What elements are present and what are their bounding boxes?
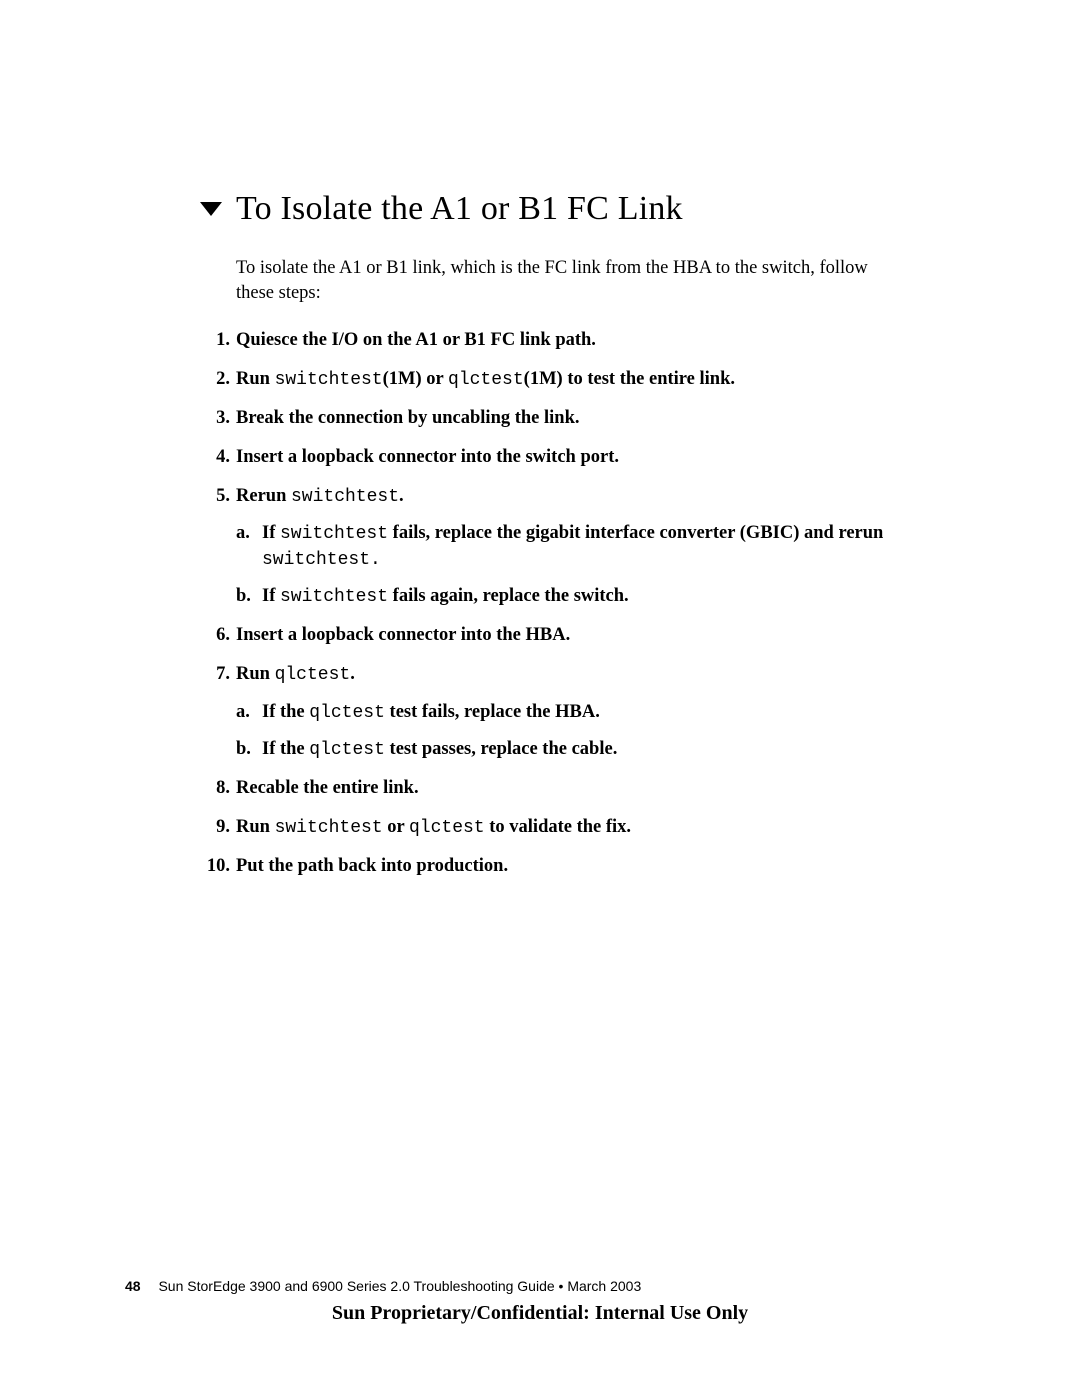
text-bold: Run — [236, 817, 275, 837]
text-bold: test passes, replace the cable. — [385, 739, 617, 759]
text-bold: (1M) or — [383, 369, 448, 389]
step-item: Insert a loopback connector into the swi… — [200, 445, 920, 470]
text-bold: . — [399, 486, 404, 506]
text-bold: Quiesce the I/O on the A1 or B1 FC link … — [236, 330, 596, 350]
substep-list: a. If switchtest fails, replace the gigab… — [236, 521, 920, 609]
text-mono: qlctest — [448, 370, 524, 390]
text-bold: test fails, replace the HBA. — [385, 702, 600, 722]
substep-letter: b. — [236, 584, 251, 609]
text-mono: switchtest — [291, 487, 399, 507]
text-bold: If the — [262, 739, 309, 759]
confidential-notice: Sun Proprietary/Confidential: Internal U… — [125, 1302, 955, 1325]
text-mono: qlctest — [309, 740, 385, 760]
substep-item: a. If the qlctest test fails, replace the… — [236, 700, 920, 725]
page-number: 48 — [125, 1278, 141, 1294]
page-footer: 48 Sun StorEdge 3900 and 6900 Series 2.0… — [125, 1278, 955, 1325]
text-mono: qlctest — [409, 818, 485, 838]
text-bold: If — [262, 586, 280, 606]
text-bold: or — [383, 817, 409, 837]
substep-item: b. If the qlctest test passes, replace th… — [236, 737, 920, 762]
page: To Isolate the A1 or B1 FC Link To isola… — [0, 0, 1080, 1397]
step-item: Insert a loopback connector into the HBA… — [200, 623, 920, 648]
text-mono: switchtest — [275, 370, 383, 390]
doc-title: Sun StorEdge 3900 and 6900 Series 2.0 Tr… — [158, 1278, 641, 1294]
step-item: Break the connection by uncabling the li… — [200, 406, 920, 431]
content-area: To Isolate the A1 or B1 FC Link To isola… — [200, 190, 920, 893]
text-bold: Put the path back into production. — [236, 856, 508, 876]
text-bold: Break the connection by uncabling the li… — [236, 408, 580, 428]
text-bold: fails, replace the gigabit interface con… — [388, 523, 883, 543]
substep-item: a. If switchtest fails, replace the gigab… — [236, 521, 920, 572]
step-item: Rerun switchtest. a. If switchtest fails, … — [200, 484, 920, 609]
text-bold: If — [262, 523, 280, 543]
step-item: Put the path back into production. — [200, 854, 920, 879]
text-bold: to validate the fix. — [485, 817, 631, 837]
text-mono: switchtest — [275, 818, 383, 838]
text-bold: Run — [236, 664, 275, 684]
heading-text: To Isolate the A1 or B1 FC Link — [236, 190, 683, 228]
step-item: Quiesce the I/O on the A1 or B1 FC link … — [200, 328, 920, 353]
substep-list: a. If the qlctest test fails, replace the… — [236, 700, 920, 763]
down-triangle-icon — [200, 202, 222, 216]
text-bold: Recable the entire link. — [236, 778, 419, 798]
step-item: Run qlctest. a. If the qlctest test fails,… — [200, 662, 920, 762]
text-bold: Insert a loopback connector into the HBA… — [236, 625, 570, 645]
substep-letter: b. — [236, 737, 251, 762]
footer-docinfo: 48 Sun StorEdge 3900 and 6900 Series 2.0… — [125, 1278, 955, 1294]
text-mono: qlctest — [309, 703, 385, 723]
substep-item: b. If switchtest fails again, replace the… — [236, 584, 920, 609]
section-heading: To Isolate the A1 or B1 FC Link — [200, 190, 920, 228]
text-bold: Insert a loopback connector into the swi… — [236, 447, 619, 467]
substep-letter: a. — [236, 521, 250, 546]
text-bold: (1M) to test the entire link. — [524, 369, 735, 389]
intro-paragraph: To isolate the A1 or B1 link, which is t… — [236, 256, 896, 306]
text-bold: . — [350, 664, 355, 684]
text-bold: fails again, replace the switch. — [388, 586, 629, 606]
text-bold: Rerun — [236, 486, 291, 506]
text-mono: switchtest — [280, 587, 388, 607]
text-bold: Run — [236, 369, 275, 389]
step-item: Run switchtest or qlctest to validate th… — [200, 815, 920, 840]
text-mono: qlctest — [275, 665, 351, 685]
text-mono: switchtest. — [262, 550, 381, 570]
text-mono: switchtest — [280, 524, 388, 544]
step-item: Recable the entire link. — [200, 776, 920, 801]
substep-letter: a. — [236, 700, 250, 725]
text-bold: If the — [262, 702, 309, 722]
steps-list: Quiesce the I/O on the A1 or B1 FC link … — [200, 328, 920, 879]
step-item: Run switchtest(1M) or qlctest(1M) to tes… — [200, 367, 920, 392]
